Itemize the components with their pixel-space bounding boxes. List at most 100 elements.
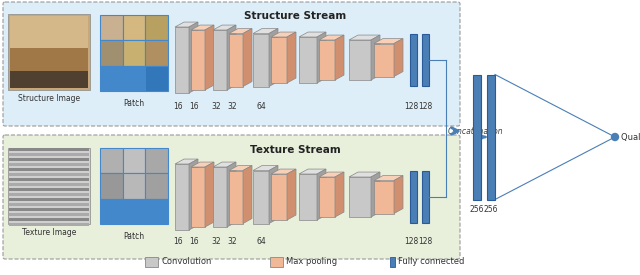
- Bar: [145, 173, 168, 199]
- Text: Structure Stream: Structure Stream: [244, 11, 346, 21]
- Bar: [9, 203, 89, 206]
- Text: Max pooling: Max pooling: [286, 257, 337, 266]
- Bar: [100, 199, 123, 224]
- Bar: [100, 15, 123, 40]
- Bar: [473, 75, 481, 199]
- Polygon shape: [229, 34, 243, 87]
- Bar: [10, 48, 88, 71]
- Polygon shape: [175, 159, 198, 164]
- Text: ...: ...: [129, 93, 138, 103]
- Bar: [9, 208, 89, 211]
- Polygon shape: [191, 30, 205, 90]
- Polygon shape: [349, 35, 380, 40]
- Polygon shape: [374, 175, 403, 180]
- Bar: [100, 66, 123, 91]
- Polygon shape: [299, 169, 326, 174]
- Text: 256: 256: [470, 205, 484, 213]
- Bar: [145, 199, 168, 224]
- Bar: [10, 16, 88, 50]
- Bar: [145, 257, 158, 267]
- Polygon shape: [371, 35, 380, 80]
- Bar: [9, 153, 89, 156]
- Polygon shape: [299, 174, 317, 220]
- Bar: [9, 178, 89, 181]
- Text: 128: 128: [404, 102, 418, 111]
- Text: 128: 128: [404, 237, 418, 246]
- Polygon shape: [253, 166, 278, 170]
- Text: 16: 16: [173, 102, 183, 111]
- Polygon shape: [213, 167, 227, 227]
- Text: 32: 32: [227, 102, 237, 111]
- Polygon shape: [287, 169, 296, 220]
- Bar: [410, 34, 417, 86]
- Text: 32: 32: [211, 102, 221, 111]
- Polygon shape: [253, 170, 269, 224]
- Polygon shape: [191, 162, 214, 167]
- Text: Quality Score: Quality Score: [621, 133, 640, 142]
- Polygon shape: [317, 32, 326, 83]
- Text: Structure Image: Structure Image: [18, 94, 80, 103]
- Bar: [145, 148, 168, 173]
- Polygon shape: [253, 34, 269, 87]
- Bar: [100, 40, 123, 66]
- Polygon shape: [374, 39, 403, 43]
- Polygon shape: [299, 37, 317, 83]
- Polygon shape: [191, 167, 205, 227]
- Text: 256: 256: [484, 205, 499, 213]
- Bar: [145, 15, 168, 40]
- Text: 16: 16: [189, 102, 199, 111]
- Polygon shape: [205, 162, 214, 227]
- Bar: [270, 257, 283, 267]
- Bar: [390, 257, 395, 267]
- Text: Fully connected: Fully connected: [398, 257, 465, 266]
- Bar: [9, 188, 89, 191]
- Polygon shape: [299, 32, 326, 37]
- Text: 32: 32: [227, 237, 237, 246]
- Text: 32: 32: [211, 237, 221, 246]
- Polygon shape: [374, 180, 394, 213]
- Bar: [8, 148, 90, 224]
- Polygon shape: [253, 29, 278, 34]
- Bar: [422, 171, 429, 223]
- Polygon shape: [227, 25, 236, 90]
- Text: 128: 128: [418, 102, 432, 111]
- Polygon shape: [189, 159, 198, 230]
- Bar: [9, 173, 89, 176]
- Polygon shape: [191, 25, 214, 30]
- Polygon shape: [243, 166, 252, 224]
- Polygon shape: [229, 29, 252, 34]
- Bar: [9, 168, 89, 171]
- Bar: [145, 66, 168, 91]
- Polygon shape: [213, 162, 236, 167]
- Polygon shape: [319, 35, 344, 40]
- Text: Texture Stream: Texture Stream: [250, 145, 340, 155]
- Polygon shape: [335, 35, 344, 80]
- Circle shape: [611, 133, 618, 141]
- Polygon shape: [394, 175, 403, 213]
- Polygon shape: [269, 29, 278, 87]
- Polygon shape: [394, 39, 403, 76]
- Text: Texture Image: Texture Image: [22, 228, 76, 237]
- Polygon shape: [349, 177, 371, 217]
- Polygon shape: [175, 164, 189, 230]
- Bar: [9, 163, 89, 166]
- Text: Patch: Patch: [124, 99, 145, 108]
- Bar: [410, 171, 417, 223]
- Bar: [123, 173, 145, 199]
- Polygon shape: [287, 32, 296, 83]
- Text: 64: 64: [256, 102, 266, 111]
- Bar: [9, 183, 89, 186]
- Bar: [123, 199, 145, 224]
- Polygon shape: [243, 29, 252, 87]
- Bar: [145, 40, 168, 66]
- Polygon shape: [229, 166, 252, 170]
- Bar: [422, 34, 429, 86]
- Bar: [100, 148, 123, 173]
- Polygon shape: [349, 40, 371, 80]
- Polygon shape: [349, 172, 380, 177]
- Bar: [487, 75, 495, 199]
- Text: Patch: Patch: [124, 232, 145, 241]
- Polygon shape: [175, 22, 198, 27]
- Text: 128: 128: [418, 237, 432, 246]
- Bar: [100, 173, 123, 199]
